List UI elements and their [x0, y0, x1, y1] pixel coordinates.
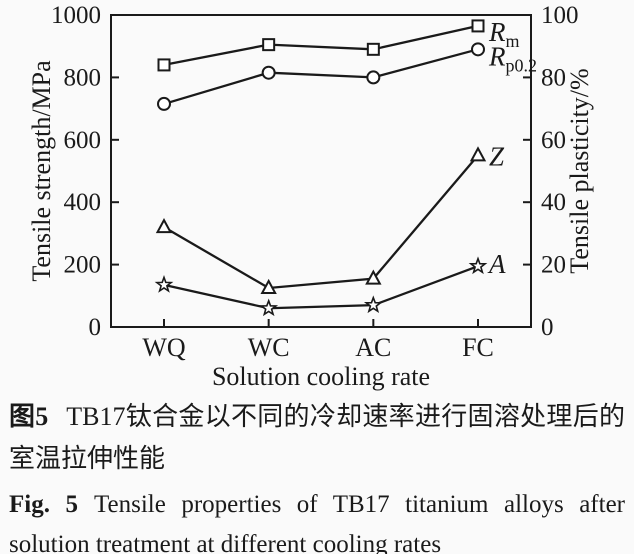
series-label-Rp0.2: Rp0.2: [488, 41, 537, 75]
right-axis-title: Tensile plasticity/%: [565, 68, 594, 273]
square-marker: [471, 19, 485, 33]
x-axis-tick-label: AC: [355, 333, 391, 362]
caption-chinese-figure-label: 图5: [9, 402, 49, 431]
series-label-Rm: Rm: [488, 17, 520, 51]
x-axis-tick-label: FC: [462, 333, 494, 362]
series-Rm: Rm: [157, 17, 520, 72]
left-axis-tick-label: 600: [64, 127, 102, 154]
circle-marker: [157, 96, 171, 111]
x-axis-tick-label: WC: [248, 333, 290, 362]
circle-marker: [366, 70, 381, 85]
left-axis-title: Tensile strength/MPa: [27, 60, 56, 282]
series-A: A: [154, 249, 506, 317]
plot-frame: [110, 14, 532, 328]
chart-area: 0 200 400 600 800 1000 Tensile strength/MPa 0 20…: [27, 2, 594, 391]
caption-english: Fig. 5 Tensile properties of TB17 titaniu…: [0, 485, 634, 554]
square-marker: [366, 42, 380, 56]
caption-english-text: Tensile properties of TB17 titanium allo…: [9, 491, 626, 554]
caption-chinese-text: TB17钛合金以不同的冷却速率进行固溶处理后的室温拉伸性能: [9, 402, 625, 473]
series-Z-line: [163, 154, 479, 290]
right-axis: 0 20 40 60 80 100 Tensile plasticity/%: [523, 2, 594, 341]
x-axis: WQ WC AC FC Solution cooling rate: [142, 319, 494, 391]
square-marker: [262, 38, 276, 52]
right-axis-tick-label: 80: [541, 64, 566, 91]
caption-english-figure-label: Fig. 5: [9, 491, 78, 518]
right-axis-tick-label: 60: [541, 127, 566, 154]
series-Rp0.2-line: [163, 48, 479, 106]
series-label-Z: Z: [489, 141, 505, 171]
left-axis-tick-label: 400: [64, 189, 102, 216]
star-marker: [154, 275, 174, 293]
square-marker: [157, 58, 171, 72]
series-label-A: A: [487, 249, 506, 279]
triangle-marker: [155, 218, 173, 234]
tensile-properties-chart: 0 200 400 600 800 1000 Tensile strength/MPa 0 20…: [27, 2, 594, 391]
triangle-marker: [260, 278, 277, 294]
star-marker: [259, 298, 279, 317]
circle-marker: [261, 65, 276, 80]
caption-chinese: 图5 TB17钛合金以不同的冷却速率进行固溶处理后的室温拉伸性能: [0, 396, 634, 480]
triangle-marker: [365, 269, 382, 285]
triangle-marker: [469, 146, 487, 162]
star-marker: [363, 295, 383, 314]
left-axis: 0 200 400 600 800 1000 Tensile strength/MPa: [27, 2, 119, 341]
left-axis-tick-label: 0: [89, 314, 102, 341]
series-A-line: [163, 265, 479, 310]
x-axis-title: Solution cooling rate: [212, 362, 430, 391]
right-axis-tick-label: 0: [541, 314, 554, 341]
series-Rp0.2: Rp0.2: [157, 41, 537, 111]
left-axis-tick-label: 800: [64, 64, 102, 91]
right-axis-tick-label: 20: [541, 252, 566, 279]
right-axis-tick-label: 100: [541, 2, 579, 29]
x-axis-tick-label: WQ: [142, 333, 186, 362]
circle-marker: [471, 42, 485, 57]
left-axis-tick-label: 200: [64, 252, 102, 279]
left-axis-tick-label: 1000: [51, 2, 101, 29]
series-Z: Z: [155, 141, 505, 294]
star-marker: [468, 256, 488, 275]
right-axis-tick-label: 40: [541, 189, 566, 216]
series-Rm-line: [163, 24, 479, 67]
